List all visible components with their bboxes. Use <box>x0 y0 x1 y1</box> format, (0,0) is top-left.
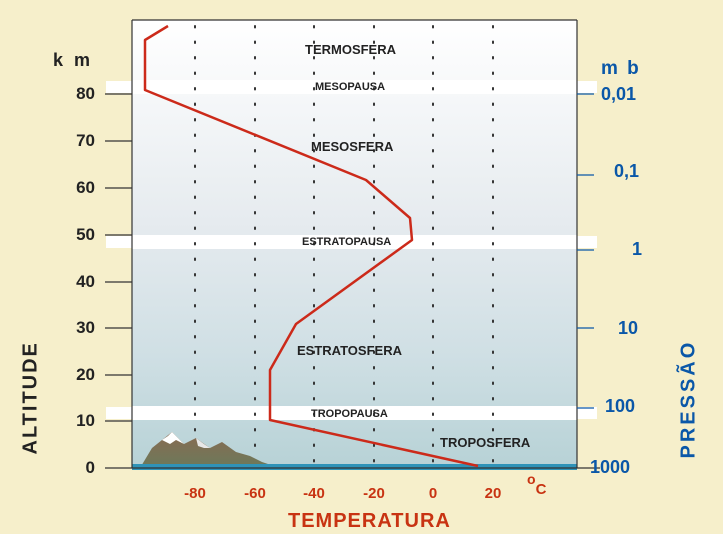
tropopausa-band-left <box>106 407 132 419</box>
temperature-tick-minus-20: -20 <box>363 485 385 502</box>
mesopausa-band <box>132 80 577 94</box>
chart-frame <box>105 19 600 469</box>
altitude-tick-30: 30 <box>76 318 95 337</box>
pressure-tick-10: 10 <box>618 318 639 338</box>
altitude-tick-40: 40 <box>76 272 95 291</box>
estratopausa-band <box>132 235 577 249</box>
temperature-profile-line <box>143 24 479 468</box>
pressure-tick-1000: 1000 <box>590 457 631 477</box>
temperature-axis-title: TEMPERATURA <box>288 510 451 532</box>
tropopausa-band <box>132 406 577 420</box>
altitude-tick-20: 20 <box>76 365 95 384</box>
label-estratopausa: ESTRATOPAUSA <box>302 236 392 248</box>
pressure-unit: m b <box>601 58 641 79</box>
altitude-axis-title: ALTITUDE <box>19 341 42 455</box>
label-estratosfera: ESTRATOSFERA <box>297 343 402 358</box>
pressure-tick-100: 100 <box>605 396 636 416</box>
altitude-tick-70: 70 <box>76 131 95 150</box>
label-mesopausa: MESOPAUSA <box>315 81 386 93</box>
pressure-axis-title: PRESSÃO <box>677 339 700 459</box>
mesopausa-band-right <box>577 81 597 93</box>
pressure-ticks <box>577 93 594 409</box>
celsius-letter: C <box>535 481 547 498</box>
ground-strip <box>132 464 577 470</box>
estratopausa-band-left <box>106 236 132 248</box>
temperature-unit: oC <box>527 471 547 498</box>
pressure-tick-0-1: 0,1 <box>614 161 640 181</box>
pressure-tick-1: 1 <box>632 239 643 259</box>
altitude-tick-10: 10 <box>76 411 95 430</box>
mountains <box>140 432 280 468</box>
label-tropopausa: TROPOPAUSA <box>311 408 388 420</box>
temperature-tick-minus-60: -60 <box>244 485 266 502</box>
temperature-tick-minus-40: -40 <box>303 485 325 502</box>
temperature-tick-minus-80: -80 <box>184 485 206 502</box>
mesopausa-band-left <box>106 81 132 93</box>
temperature-tick-0: 0 <box>428 485 438 502</box>
altitude-tick-50: 50 <box>76 225 95 244</box>
tropopausa-band-right <box>577 407 597 419</box>
degree-symbol: o <box>527 471 536 487</box>
pressure-tick-0-01: 0,01 <box>601 84 637 104</box>
altitude-ticks <box>105 93 132 422</box>
altitude-tick-60: 60 <box>76 178 95 197</box>
altitude-tick-80: 80 <box>76 84 95 103</box>
estratopausa-band-right <box>577 236 597 248</box>
label-troposfera: TROPOSFERA <box>440 435 531 450</box>
temperature-tick-20: 20 <box>484 485 502 502</box>
altitude-tick-0: 0 <box>85 458 95 477</box>
altitude-unit: k m <box>53 50 94 70</box>
label-mesosfera: MESOSFERA <box>311 139 394 154</box>
label-termosfera: TERMOSFERA <box>305 42 396 57</box>
